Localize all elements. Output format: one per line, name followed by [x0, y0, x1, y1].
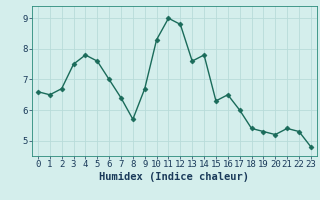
- X-axis label: Humidex (Indice chaleur): Humidex (Indice chaleur): [100, 172, 249, 182]
